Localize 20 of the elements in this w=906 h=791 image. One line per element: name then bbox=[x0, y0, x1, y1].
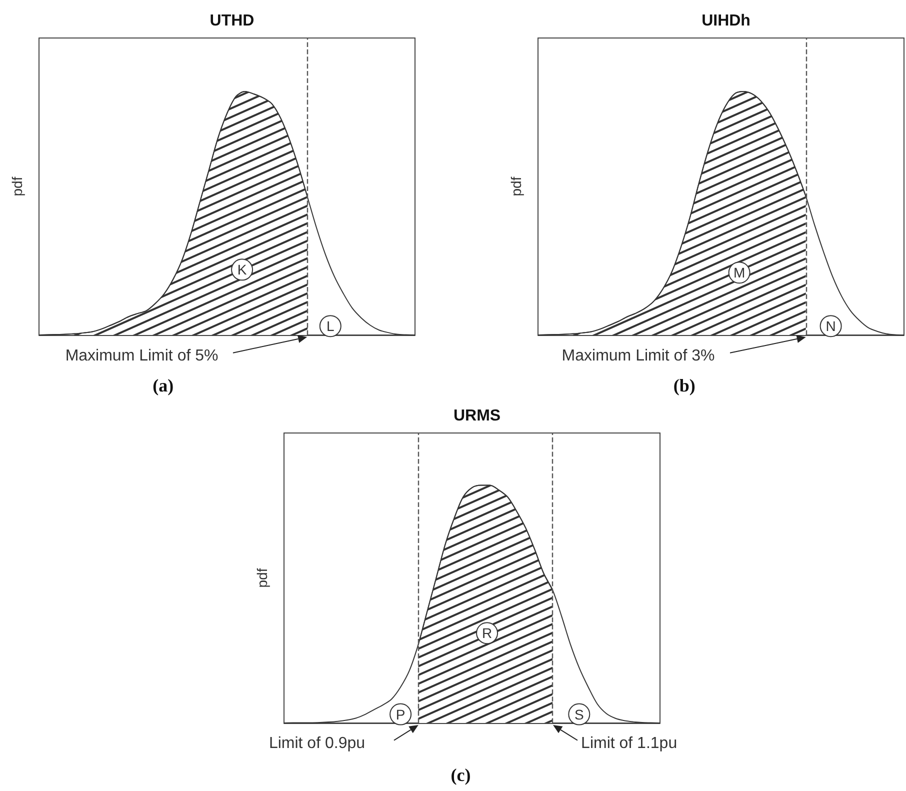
annotation: N bbox=[826, 318, 836, 334]
y-axis-title: pdf bbox=[508, 176, 524, 196]
chart-title: UTHD bbox=[210, 12, 254, 30]
annotation: M bbox=[733, 264, 746, 281]
annotation: S bbox=[574, 706, 584, 722]
y-axis-title: pdf bbox=[9, 176, 25, 196]
text: Limit of 0.9pu bbox=[268, 734, 366, 752]
text: Maximum Limit of 5% bbox=[65, 347, 218, 364]
annotation: P bbox=[396, 706, 406, 722]
text: (c) bbox=[450, 765, 471, 786]
text: Limit of 1.1pu bbox=[581, 734, 678, 752]
y-axis-title: pdf bbox=[254, 568, 270, 588]
chart-title: URMS bbox=[453, 408, 501, 424]
chart-title: UIHDh bbox=[702, 12, 750, 30]
annotation: R bbox=[482, 625, 492, 642]
annotation: K bbox=[237, 262, 248, 278]
text: (b) bbox=[673, 375, 696, 396]
annotation: L bbox=[326, 318, 334, 334]
text: (a) bbox=[152, 375, 174, 396]
text: Maximum Limit of 3% bbox=[562, 347, 715, 364]
